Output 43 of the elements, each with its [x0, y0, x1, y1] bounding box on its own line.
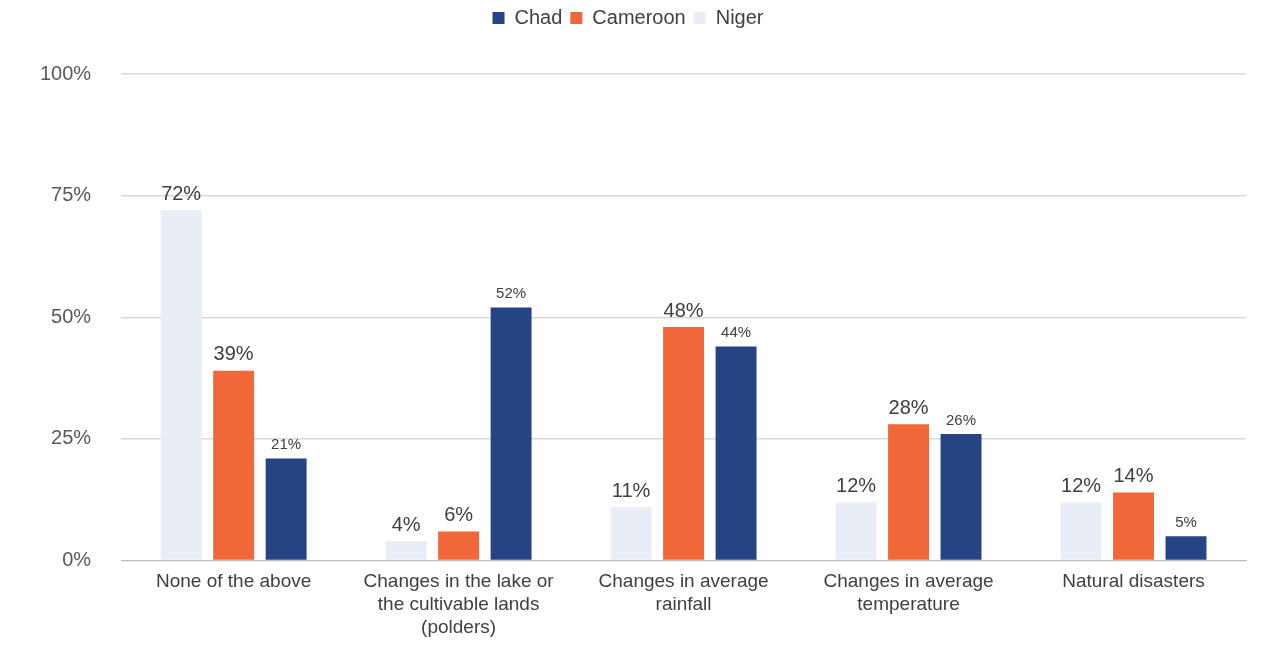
y-tick-label: 25% [51, 426, 92, 449]
legend-label: Chad [514, 5, 563, 28]
bar [438, 531, 480, 560]
bar [715, 346, 757, 560]
data-label: 26% [946, 410, 977, 428]
x-tick-label: Changes in average rainfall [598, 570, 769, 615]
bar [610, 507, 652, 560]
y-tick-label: 100% [40, 61, 92, 84]
legend-label: Cameroon [592, 5, 686, 28]
bar [663, 327, 705, 560]
x-tick-label: Changes in the lake or the cultivable lands (polders) [363, 570, 555, 637]
data-label: 4% [391, 512, 421, 535]
x-tick-label: None of the above [155, 570, 312, 592]
bar [1060, 502, 1102, 560]
data-label: 44% [721, 323, 752, 341]
data-label: 5% [1175, 512, 1197, 530]
data-label: 12% [1061, 473, 1102, 496]
bar [888, 424, 930, 560]
data-label: 6% [444, 502, 474, 525]
bar [265, 458, 307, 560]
bar [160, 210, 202, 560]
data-label: 28% [888, 395, 929, 418]
data-label: 12% [836, 473, 877, 496]
legend-label: Niger [715, 5, 764, 28]
data-label: 72% [161, 181, 202, 204]
y-tick-label: 0% [62, 548, 92, 571]
x-tick-label: Changes in average temperature [823, 570, 994, 615]
x-tick-label: Natural disasters [1062, 570, 1205, 592]
data-label: 14% [1113, 463, 1154, 486]
bar [213, 370, 255, 560]
bar [1165, 536, 1207, 560]
y-tick-label: 50% [51, 304, 92, 327]
bar [385, 541, 427, 560]
bar [490, 307, 532, 560]
data-label: 39% [213, 342, 254, 365]
data-label: 52% [496, 284, 527, 302]
bar [940, 434, 982, 560]
y-tick-label: 75% [51, 183, 92, 206]
data-label: 21% [271, 435, 302, 453]
data-label: 11% [611, 478, 651, 501]
bar [1113, 492, 1154, 560]
data-label: 48% [663, 298, 704, 321]
bar [835, 502, 877, 560]
